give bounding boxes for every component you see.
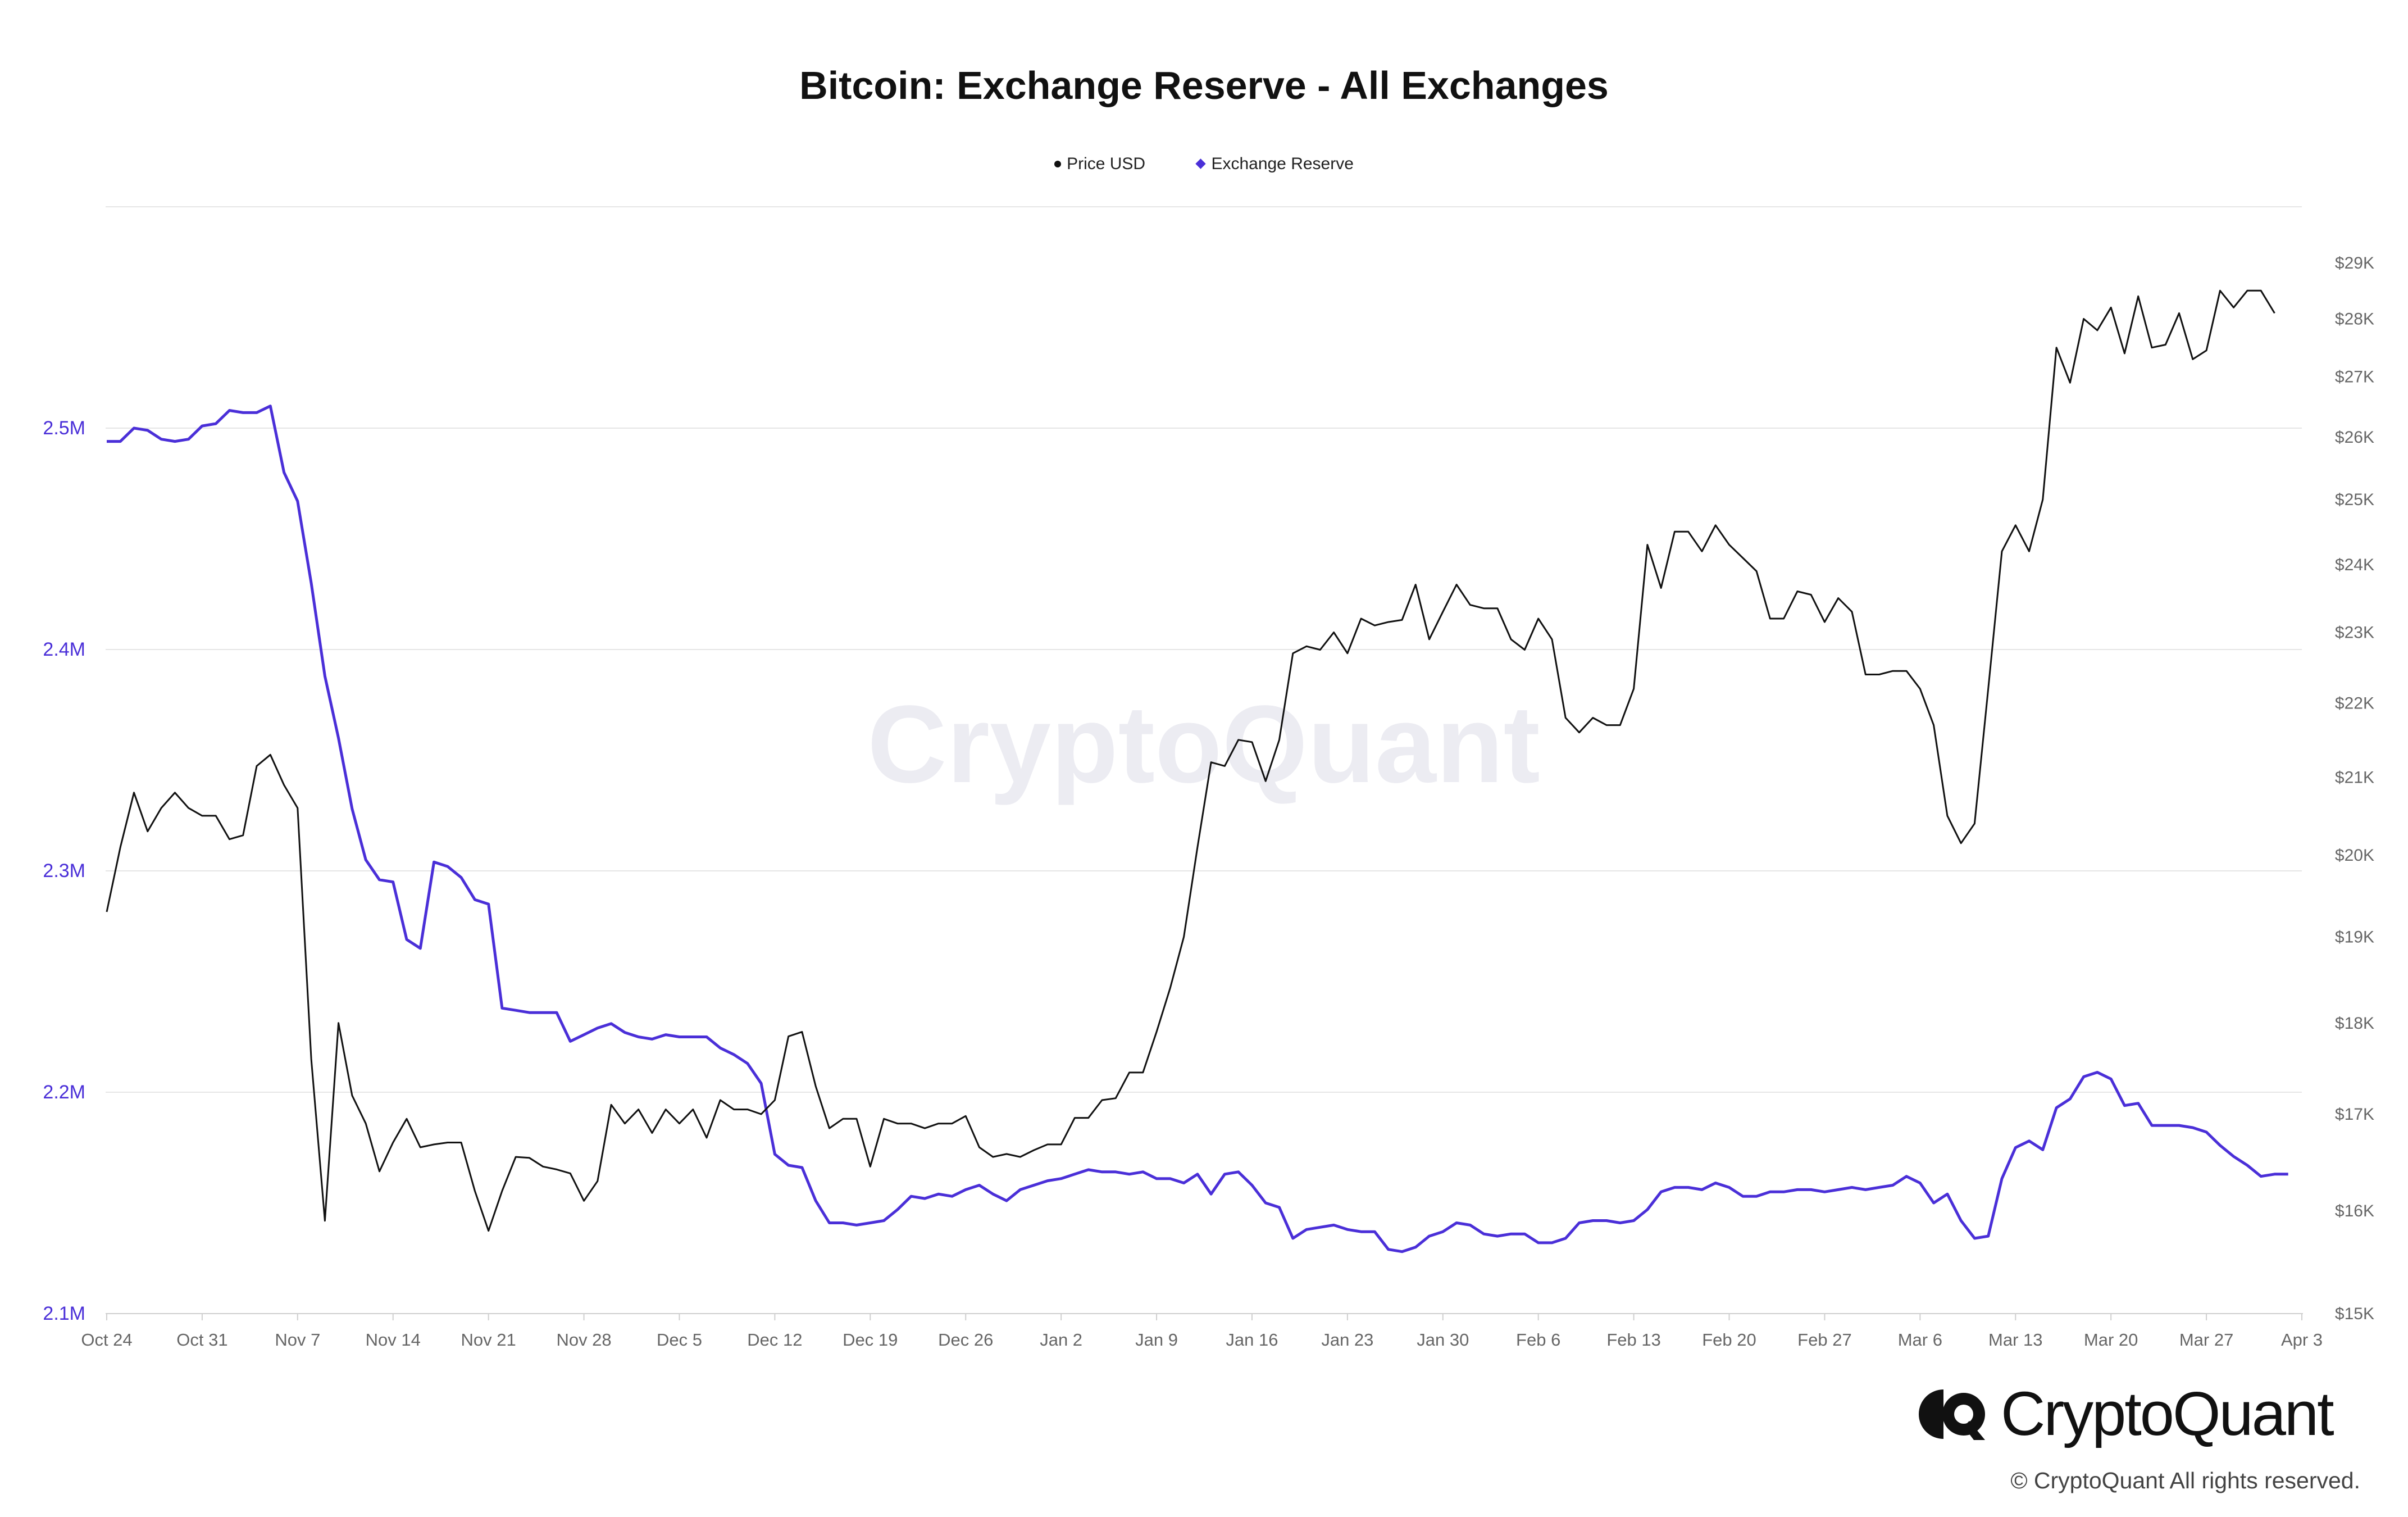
legend-price-marker <box>1054 161 1062 167</box>
legend: Price USD Exchange Reserve <box>0 153 2408 174</box>
brand: CryptoQuant <box>1915 1379 2334 1448</box>
brand-name: CryptoQuant <box>2001 1379 2334 1448</box>
x-tick-label: Dec 5 <box>657 1330 702 1350</box>
y-right-tick-label: $16K <box>2335 1202 2374 1220</box>
y-right-tick-label: $20K <box>2335 846 2374 865</box>
x-tick-label: Oct 24 <box>81 1330 132 1350</box>
y-left-tick-label: 2.1M <box>43 1303 85 1324</box>
x-tick-label: Mar 20 <box>2084 1330 2138 1350</box>
y-right-tick-label: $23K <box>2335 624 2374 642</box>
y-right-tick-label: $27K <box>2335 368 2374 387</box>
x-tick-label: Feb 20 <box>1702 1330 1756 1350</box>
y-right-tick-label: $17K <box>2335 1105 2374 1124</box>
watermark: CryptoQuant <box>867 683 1540 806</box>
y-left-tick-label: 2.4M <box>43 639 85 660</box>
y-right-tick-label: $29K <box>2335 254 2374 272</box>
x-tick-label: Oct 31 <box>176 1330 227 1350</box>
x-tick-label: Mar 27 <box>2179 1330 2233 1350</box>
copyright: © CryptoQuant All rights reserved. <box>2010 1468 2360 1493</box>
y-right-tick-label: $18K <box>2335 1014 2374 1033</box>
y-left-tick-label: 2.2M <box>43 1082 85 1103</box>
x-tick-label: Nov 7 <box>275 1330 320 1350</box>
y-right-tick-label: $19K <box>2335 928 2374 946</box>
y-right-tick-label: $25K <box>2335 490 2374 509</box>
y-right-tick-label: $22K <box>2335 694 2374 713</box>
x-tick-label: Jan 2 <box>1040 1330 1082 1350</box>
x-tick-label: Feb 13 <box>1606 1330 1661 1350</box>
y-right-tick-label: $15K <box>2335 1305 2374 1323</box>
axes: 2.1M 2.2M 2.3M 2.4M 2.5M $15K $16K $17K $18K $19K… <box>43 254 2374 1350</box>
x-tick-label: Nov 14 <box>366 1330 421 1350</box>
series-line-price-usd[interactable] <box>106 289 2275 1232</box>
chart-title: Bitcoin: Exchange Reserve - All Exchange… <box>799 63 1609 107</box>
y-right-tick-label: $28K <box>2335 310 2374 329</box>
x-tick-label: Jan 30 <box>1417 1330 1469 1350</box>
y-right-tick-label: $26K <box>2335 428 2374 447</box>
x-tick-label: Dec 26 <box>938 1330 993 1350</box>
y-right-tick-label: $21K <box>2335 769 2374 787</box>
legend-item-reserve[interactable]: Exchange Reserve <box>1195 154 1354 174</box>
legend-price-label: Price USD <box>1067 155 1146 173</box>
x-tick-label: Jan 9 <box>1135 1330 1178 1350</box>
legend-reserve-label: Exchange Reserve <box>1211 154 1354 173</box>
x-tick-label: Feb 27 <box>1797 1330 1852 1350</box>
legend-item-price[interactable]: Price USD <box>1054 155 1145 174</box>
series-line-exchange-reserve[interactable] <box>107 405 2288 1253</box>
y-left-tick-label: 2.5M <box>43 417 85 439</box>
x-tick-label: Dec 19 <box>843 1330 898 1350</box>
cryptoquant-logo-icon <box>1919 1389 1985 1440</box>
x-tick-label: Nov 21 <box>461 1330 516 1350</box>
x-tick-label: Nov 28 <box>556 1330 611 1350</box>
x-tick-label: Apr 3 <box>2281 1330 2323 1350</box>
x-tick-label: Jan 16 <box>1226 1330 1278 1350</box>
y-right-tick-label: $24K <box>2335 556 2374 574</box>
x-tick-label: Jan 23 <box>1321 1330 1373 1350</box>
x-tick-label: Feb 6 <box>1516 1330 1560 1350</box>
series-lines <box>106 289 2288 1253</box>
x-tick-label: Dec 12 <box>747 1330 802 1350</box>
x-tick-label: Mar 13 <box>1988 1330 2042 1350</box>
x-tick-label: Mar 6 <box>1898 1330 1942 1350</box>
y-left-tick-label: 2.3M <box>43 860 85 882</box>
